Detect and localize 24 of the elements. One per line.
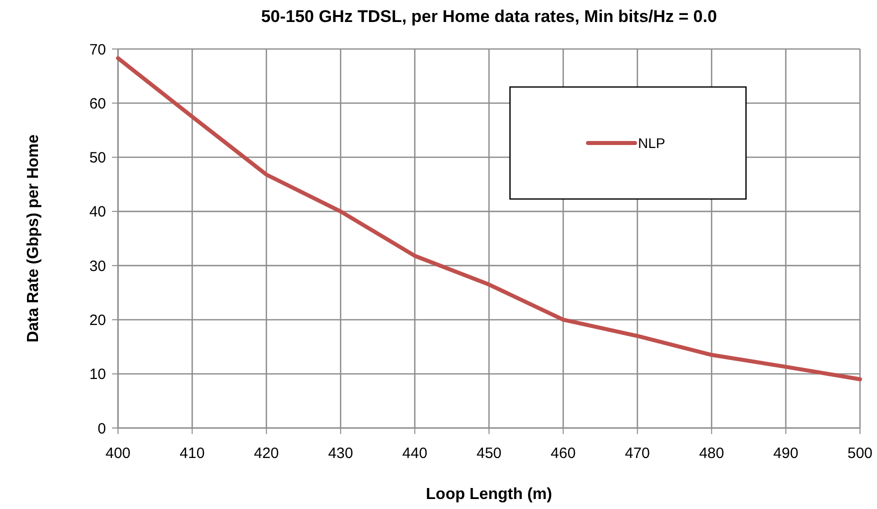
x-tick-label: 430 bbox=[328, 445, 354, 462]
y-tick-label: 10 bbox=[89, 366, 106, 384]
chart-title: 50-150 GHz TDSL, per Home data rates, Min bits/Hz = 0.0 bbox=[261, 7, 717, 26]
y-tick-label: 40 bbox=[89, 204, 106, 221]
x-tick-label: 420 bbox=[254, 445, 279, 462]
y-tick-label: 20 bbox=[89, 312, 106, 329]
y-axis-title: Data Rate (Gbps) per Home bbox=[25, 134, 42, 343]
x-tick-label: 400 bbox=[105, 445, 131, 462]
legend-label: NLP bbox=[638, 134, 666, 151]
x-tick-label: 450 bbox=[476, 445, 502, 462]
x-axis-title: Loop Length (m) bbox=[426, 486, 552, 503]
x-tick-label: 490 bbox=[773, 445, 798, 462]
y-tick-label: 60 bbox=[89, 95, 106, 112]
x-tick-label: 470 bbox=[624, 445, 650, 462]
y-tick-label: 50 bbox=[89, 150, 106, 167]
x-tick-label: 440 bbox=[402, 445, 428, 462]
y-tick-label: 30 bbox=[89, 258, 106, 275]
y-tick-label: 70 bbox=[89, 41, 106, 58]
x-tick-label: 500 bbox=[847, 445, 873, 462]
x-tick-label: 460 bbox=[550, 445, 576, 462]
x-tick-label: 410 bbox=[180, 445, 205, 462]
y-tick-label: 0 bbox=[98, 420, 106, 438]
legend: NLP bbox=[509, 86, 747, 200]
x-tick-label: 480 bbox=[699, 445, 724, 462]
